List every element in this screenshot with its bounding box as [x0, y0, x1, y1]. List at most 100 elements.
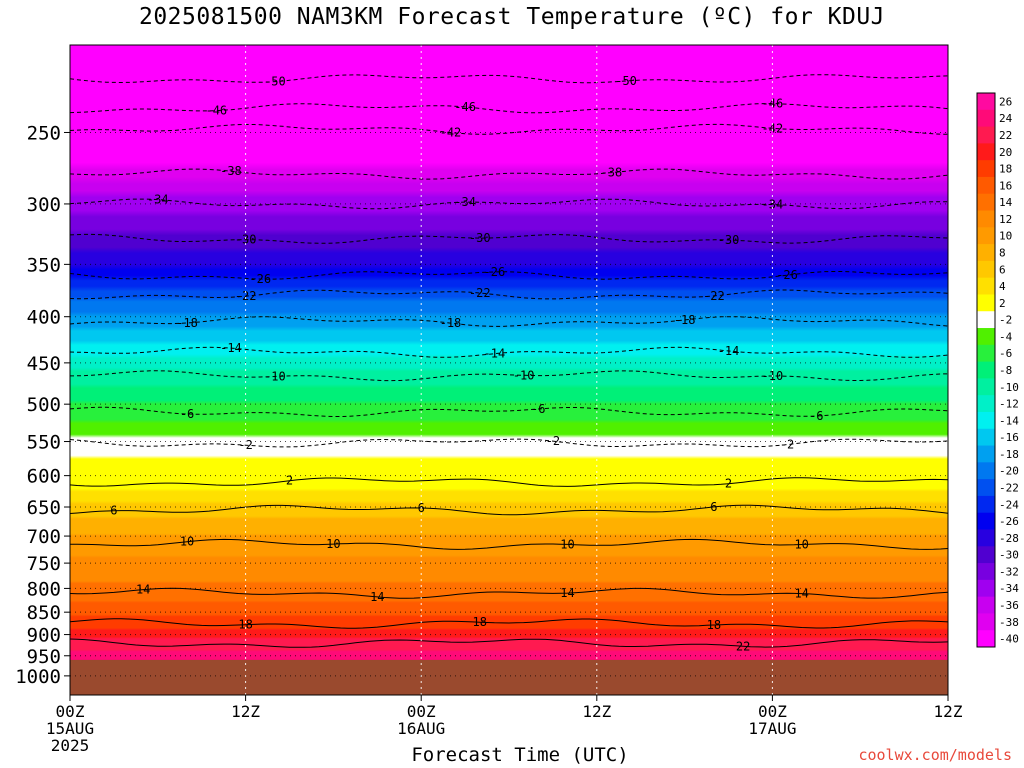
isotherm-label: -6	[531, 402, 545, 416]
isotherm-label: 2	[725, 477, 732, 491]
plot-frame	[69, 44, 949, 696]
colorbar-label: 18	[999, 163, 1012, 176]
x-tick-label: 12Z	[934, 702, 963, 721]
colorbar-swatch	[977, 563, 995, 581]
frame-layer	[69, 44, 949, 696]
isotherm-line	[70, 538, 949, 550]
x-tick-label: 17AUG	[748, 719, 796, 738]
y-axis: 2503003504004505005506006507007508008509…	[15, 122, 70, 688]
x-tick-label: 12Z	[231, 702, 260, 721]
colorbar-swatch	[977, 176, 995, 195]
isotherm-label: -22	[235, 289, 257, 303]
isotherm-label: 6	[710, 500, 717, 514]
colorbar-swatch	[977, 109, 995, 128]
colorbar-swatch	[977, 630, 995, 648]
isotherm-label: 14	[560, 586, 574, 600]
colorbar-label: -32	[999, 565, 1019, 578]
colorbar-swatch	[977, 579, 995, 598]
y-tick-label: 750	[27, 553, 61, 575]
isotherm-label: 18	[473, 615, 487, 629]
x-tick-label: 00Z	[56, 702, 85, 721]
isotherm-line	[69, 587, 949, 599]
isotherm-label: -2	[780, 438, 794, 452]
colorbar-label: 20	[999, 146, 1012, 159]
colorbar-swatch	[977, 495, 995, 514]
isotherm-label: 10	[794, 538, 808, 552]
colorbar-label: 26	[999, 95, 1012, 108]
y-tick-label: 500	[27, 394, 61, 416]
colorbar-label: -10	[999, 381, 1019, 394]
y-tick-label: 1000	[15, 666, 61, 688]
isotherm-label: -34	[454, 195, 476, 209]
colorbar-swatch	[977, 193, 995, 212]
y-tick-label: 850	[27, 602, 61, 624]
x-tick-label: 16AUG	[397, 719, 445, 738]
colorbar-swatch	[977, 395, 995, 413]
x-tick-label: 15AUG	[46, 719, 94, 738]
colorbar-label: -18	[999, 448, 1019, 461]
isotherm-label: 10	[180, 535, 194, 549]
colorbar-label: 14	[999, 196, 1013, 209]
isotherm-label: -42	[762, 121, 784, 135]
colorbar-swatch	[977, 428, 995, 447]
colorbar-swatch	[977, 411, 995, 430]
plot-area	[70, 45, 948, 695]
x-tick-label: 2025	[51, 736, 90, 755]
y-tick-label: 450	[27, 353, 61, 375]
x-tick-label: 00Z	[758, 702, 787, 721]
colorbar-swatch	[977, 328, 995, 346]
y-tick-label: 700	[27, 526, 61, 548]
isotherm-label: 2	[286, 474, 293, 488]
colorbar-label: 16	[999, 179, 1012, 192]
isotherm-label: -6	[809, 409, 823, 423]
colorbar-label: 4	[999, 280, 1006, 293]
isotherm-line	[69, 477, 949, 487]
isotherm-label: -22	[469, 286, 491, 300]
ground-area	[70, 659, 948, 695]
colorbar-swatch	[977, 479, 995, 497]
isotherm-label: -18	[674, 313, 696, 327]
chart-title: 2025081500 NAM3KM Forecast Temperature (…	[138, 4, 886, 30]
isotherm-label: 14	[136, 583, 150, 597]
colorbar-label: 12	[999, 213, 1012, 226]
isotherm-label: -34	[762, 198, 784, 212]
colorbar-swatch	[977, 294, 995, 312]
colorbar-label: -20	[999, 465, 1019, 478]
isotherm-label: -50	[615, 74, 637, 88]
colorbar-swatch	[977, 361, 995, 379]
isotherm-layer: -50 -50-46 -46 -46-42 -42-38 -38-34 -34 -34-30-…	[69, 74, 949, 653]
colorbar-label: 8	[999, 246, 1006, 259]
x-tick-label: 00Z	[407, 702, 436, 721]
isotherm-label: -30	[235, 233, 257, 247]
colorbar-swatch	[977, 260, 995, 279]
colorbar-label: -40	[999, 633, 1019, 646]
colorbar-swatch	[977, 126, 995, 144]
colorbar-swatch	[977, 512, 995, 530]
colorbar-label: -8	[999, 364, 1012, 377]
colorbar-swatch	[977, 344, 995, 363]
colorbar-label: -12	[999, 398, 1019, 411]
isotherm-label: -26	[776, 268, 798, 282]
isotherm-label: -10	[513, 368, 535, 382]
isotherm-label: -30	[469, 231, 491, 245]
colorbar-label: 6	[999, 263, 1006, 276]
isotherm-label: 10	[560, 537, 574, 551]
isotherm-label: 14	[370, 590, 384, 604]
colorbar-label: -26	[999, 515, 1019, 528]
isotherm-label: -26	[249, 272, 271, 286]
colorbar-label: 24	[999, 112, 1013, 125]
colorbar-swatch	[977, 445, 995, 463]
colorbar-swatch	[977, 244, 995, 262]
isotherm-label: 6	[110, 504, 117, 518]
isotherm-label: -46	[762, 97, 784, 111]
isotherm-label: -10	[264, 369, 286, 383]
isotherm-label: -46	[454, 100, 476, 114]
colorbar-label: -14	[999, 414, 1019, 427]
isotherm-label: 10	[326, 537, 340, 551]
colorbar-swatch	[977, 462, 995, 480]
y-tick-label: 350	[27, 254, 61, 276]
colorbar-label: -6	[999, 347, 1012, 360]
isotherm-label: -2	[546, 434, 560, 448]
